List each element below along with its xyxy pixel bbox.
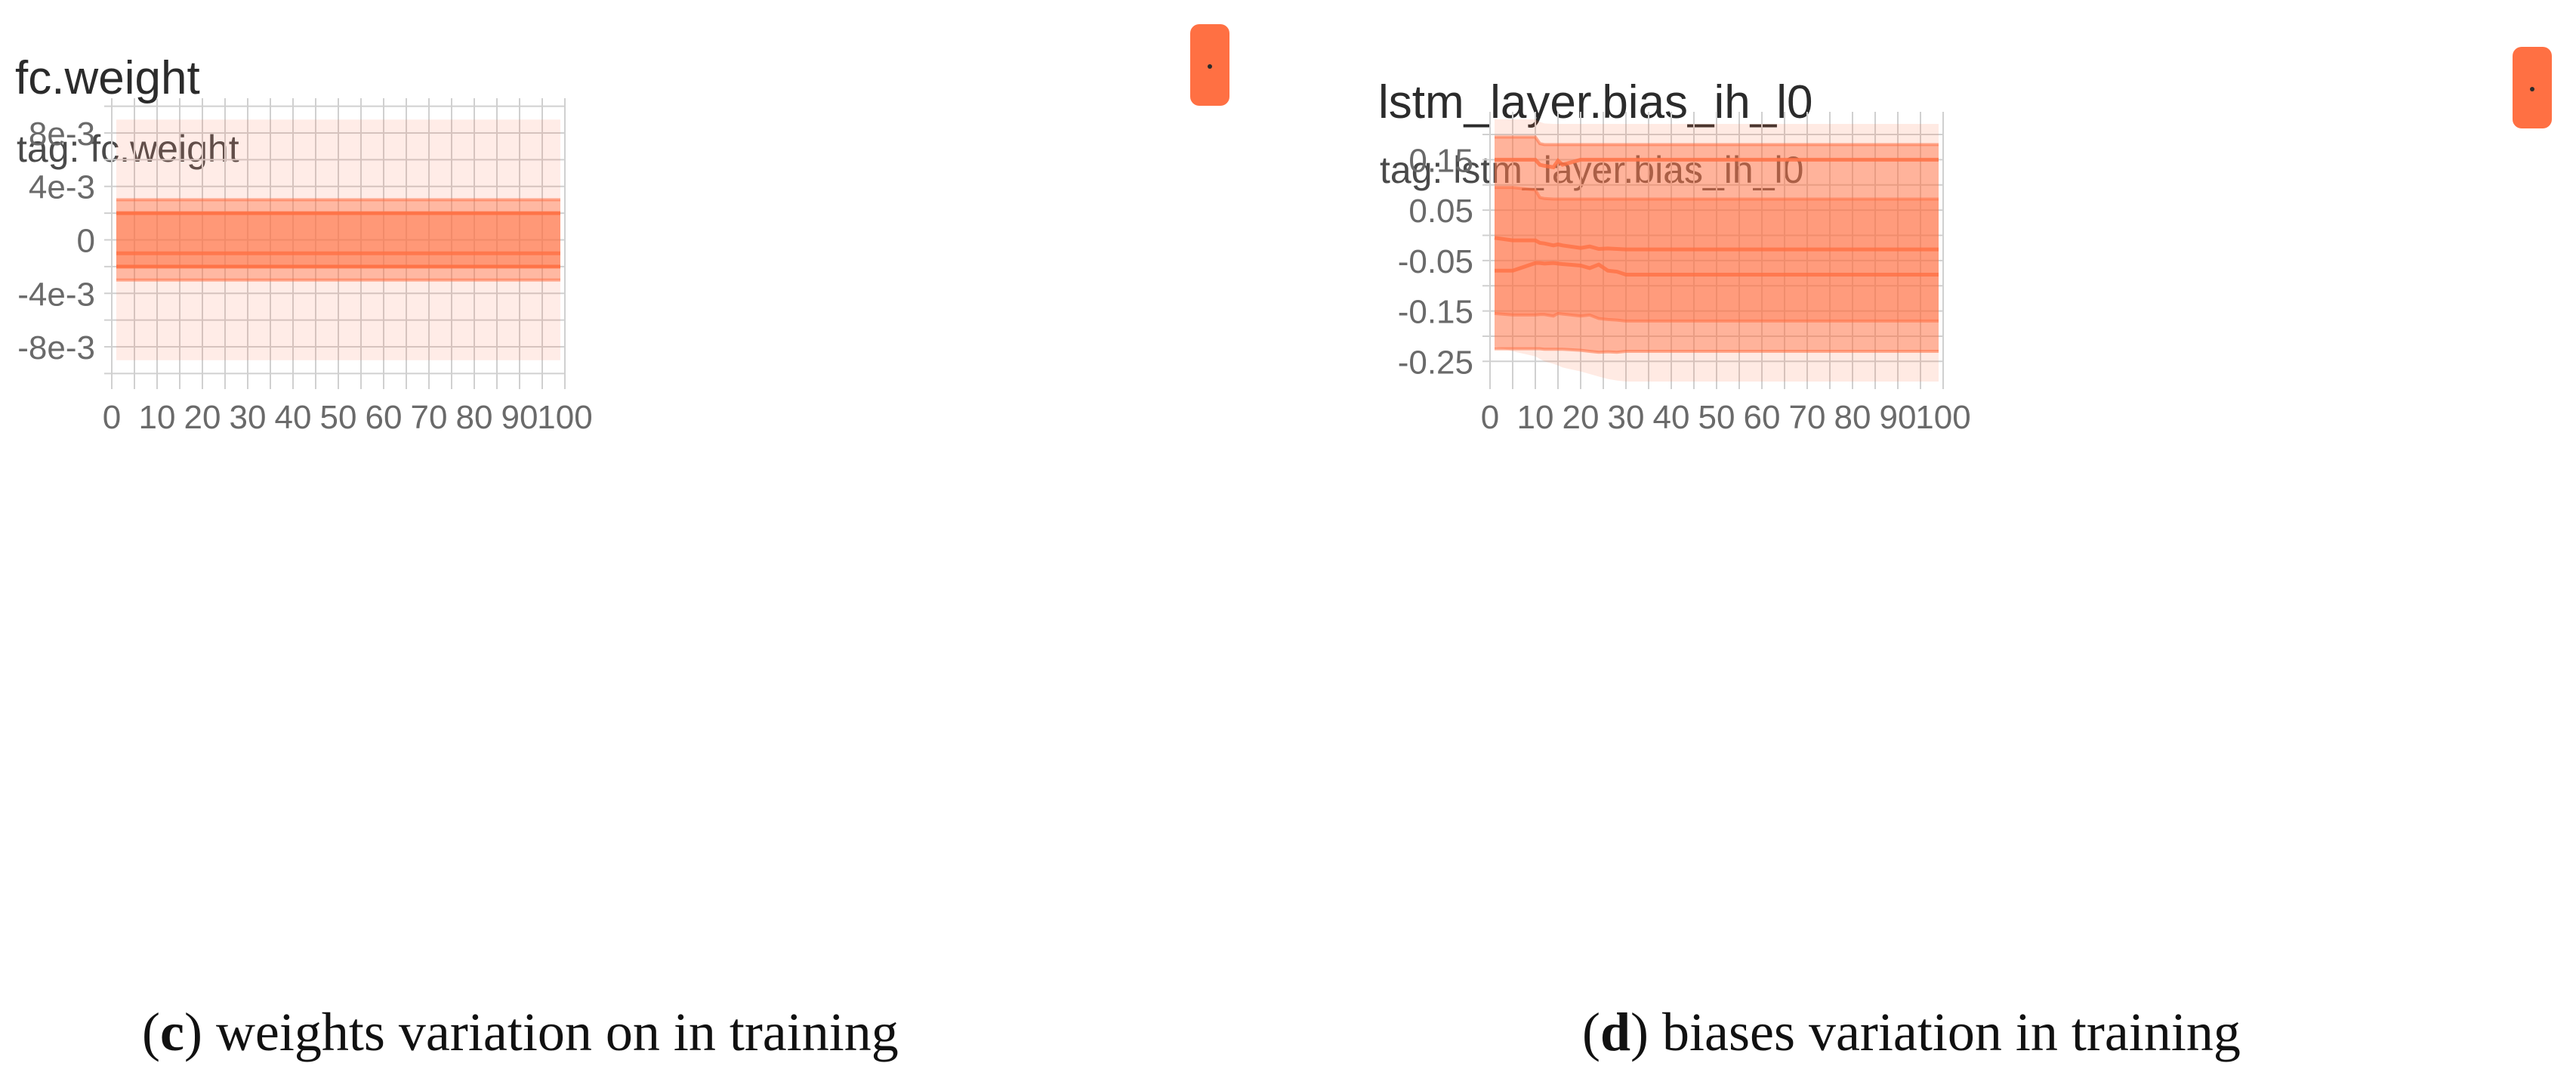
x-tick-label: 40	[1653, 399, 1690, 436]
square-dot-toggle-icon[interactable]	[1190, 24, 1229, 106]
chart-title: fc.weight	[15, 52, 200, 104]
x-tick-label: 50	[320, 399, 357, 436]
y-tick-label: -0.15	[1398, 294, 1473, 331]
y-tick-label: 0	[77, 223, 95, 260]
band-edge-inner-upper	[1495, 186, 1939, 201]
x-tick-label: 20	[184, 399, 221, 436]
x-tick-label: 100	[1915, 399, 1970, 436]
x-tick-label: 0	[103, 399, 121, 436]
x-tick-label: 10	[1517, 399, 1554, 436]
y-tick-label: -0.25	[1398, 344, 1473, 381]
x-tick-label: 20	[1563, 399, 1600, 436]
x-tick-label: 30	[1608, 399, 1645, 436]
y-tick-label: 8e-3	[29, 116, 95, 153]
chart-weights-svg: 8e-34e-30-4e-3-8e-30 10 20 30 40 50 60 70 80 9010…	[17, 98, 593, 436]
band-outer	[116, 119, 560, 360]
series-line-p75	[1495, 157, 1939, 170]
band-edge-inner-lower	[1494, 311, 1939, 323]
band-inner	[116, 213, 560, 267]
chart-biases-svg: 0.15 0.05 -0.05 -0.15 -0.250 10 20 30 40 50 60 70 80…	[1398, 112, 1971, 436]
chart-panel-biases: lstm_layer.bias_ih_l0 tag: lstm_layer.bi…	[1288, 0, 2575, 1091]
y-tick-label: 4e-3	[29, 169, 95, 206]
band-mid	[1495, 137, 1939, 353]
caption-text: biases variation in training	[1662, 1002, 2241, 1062]
x-tick-label: 30	[230, 399, 267, 436]
x-tick-label: 0	[1481, 399, 1499, 436]
x-tick-label: 70	[411, 399, 448, 436]
caption-text: weights variation on in training	[215, 1002, 899, 1062]
chart-tag: tag: lstm_layer.bias_ih_l0	[1380, 149, 1804, 191]
y-tick-label: 0.05	[1408, 193, 1473, 230]
band-inner	[1495, 187, 1939, 321]
y-tick-label: -4e-3	[17, 276, 95, 313]
x-tick-label: 10	[139, 399, 176, 436]
band-edge-mid-upper	[1495, 135, 1939, 147]
figure-caption: (d) biases variation in training	[1582, 1002, 2241, 1062]
x-tick-label: 90	[501, 399, 538, 436]
x-tick-label: 80	[456, 399, 493, 436]
x-tick-label: 80	[1834, 399, 1871, 436]
x-tick-label: 60	[1744, 399, 1781, 436]
x-tick-label: 40	[275, 399, 312, 436]
x-tick-label: 60	[366, 399, 403, 436]
x-tick-label: 90	[1880, 399, 1917, 436]
x-tick-label: 100	[537, 399, 592, 436]
caption-letter: c	[159, 1002, 184, 1062]
x-tick-label: 70	[1789, 399, 1826, 436]
y-tick-label: 0.15	[1408, 142, 1473, 179]
chart-panel-weights: fc.weight tag: fc.weight 8e-3 4e-3 0 -4e-3-…	[15, 24, 1229, 1062]
series-line-median	[1494, 236, 1939, 252]
caption-letter: d	[1600, 1002, 1631, 1062]
chart-title: lstm_layer.bias_ih_l0	[1378, 76, 1813, 128]
figure-caption: (c) weights variation on in training	[142, 1002, 899, 1062]
band-mid	[116, 199, 560, 280]
y-tick-label: -8e-3	[17, 329, 95, 366]
x-tick-label: 50	[1698, 399, 1735, 436]
square-dot-toggle-icon[interactable]	[2513, 47, 2552, 128]
band-edge-mid-lower	[1495, 347, 1939, 354]
y-tick-label: -0.05	[1398, 243, 1473, 280]
series-line-p25	[1495, 261, 1939, 277]
